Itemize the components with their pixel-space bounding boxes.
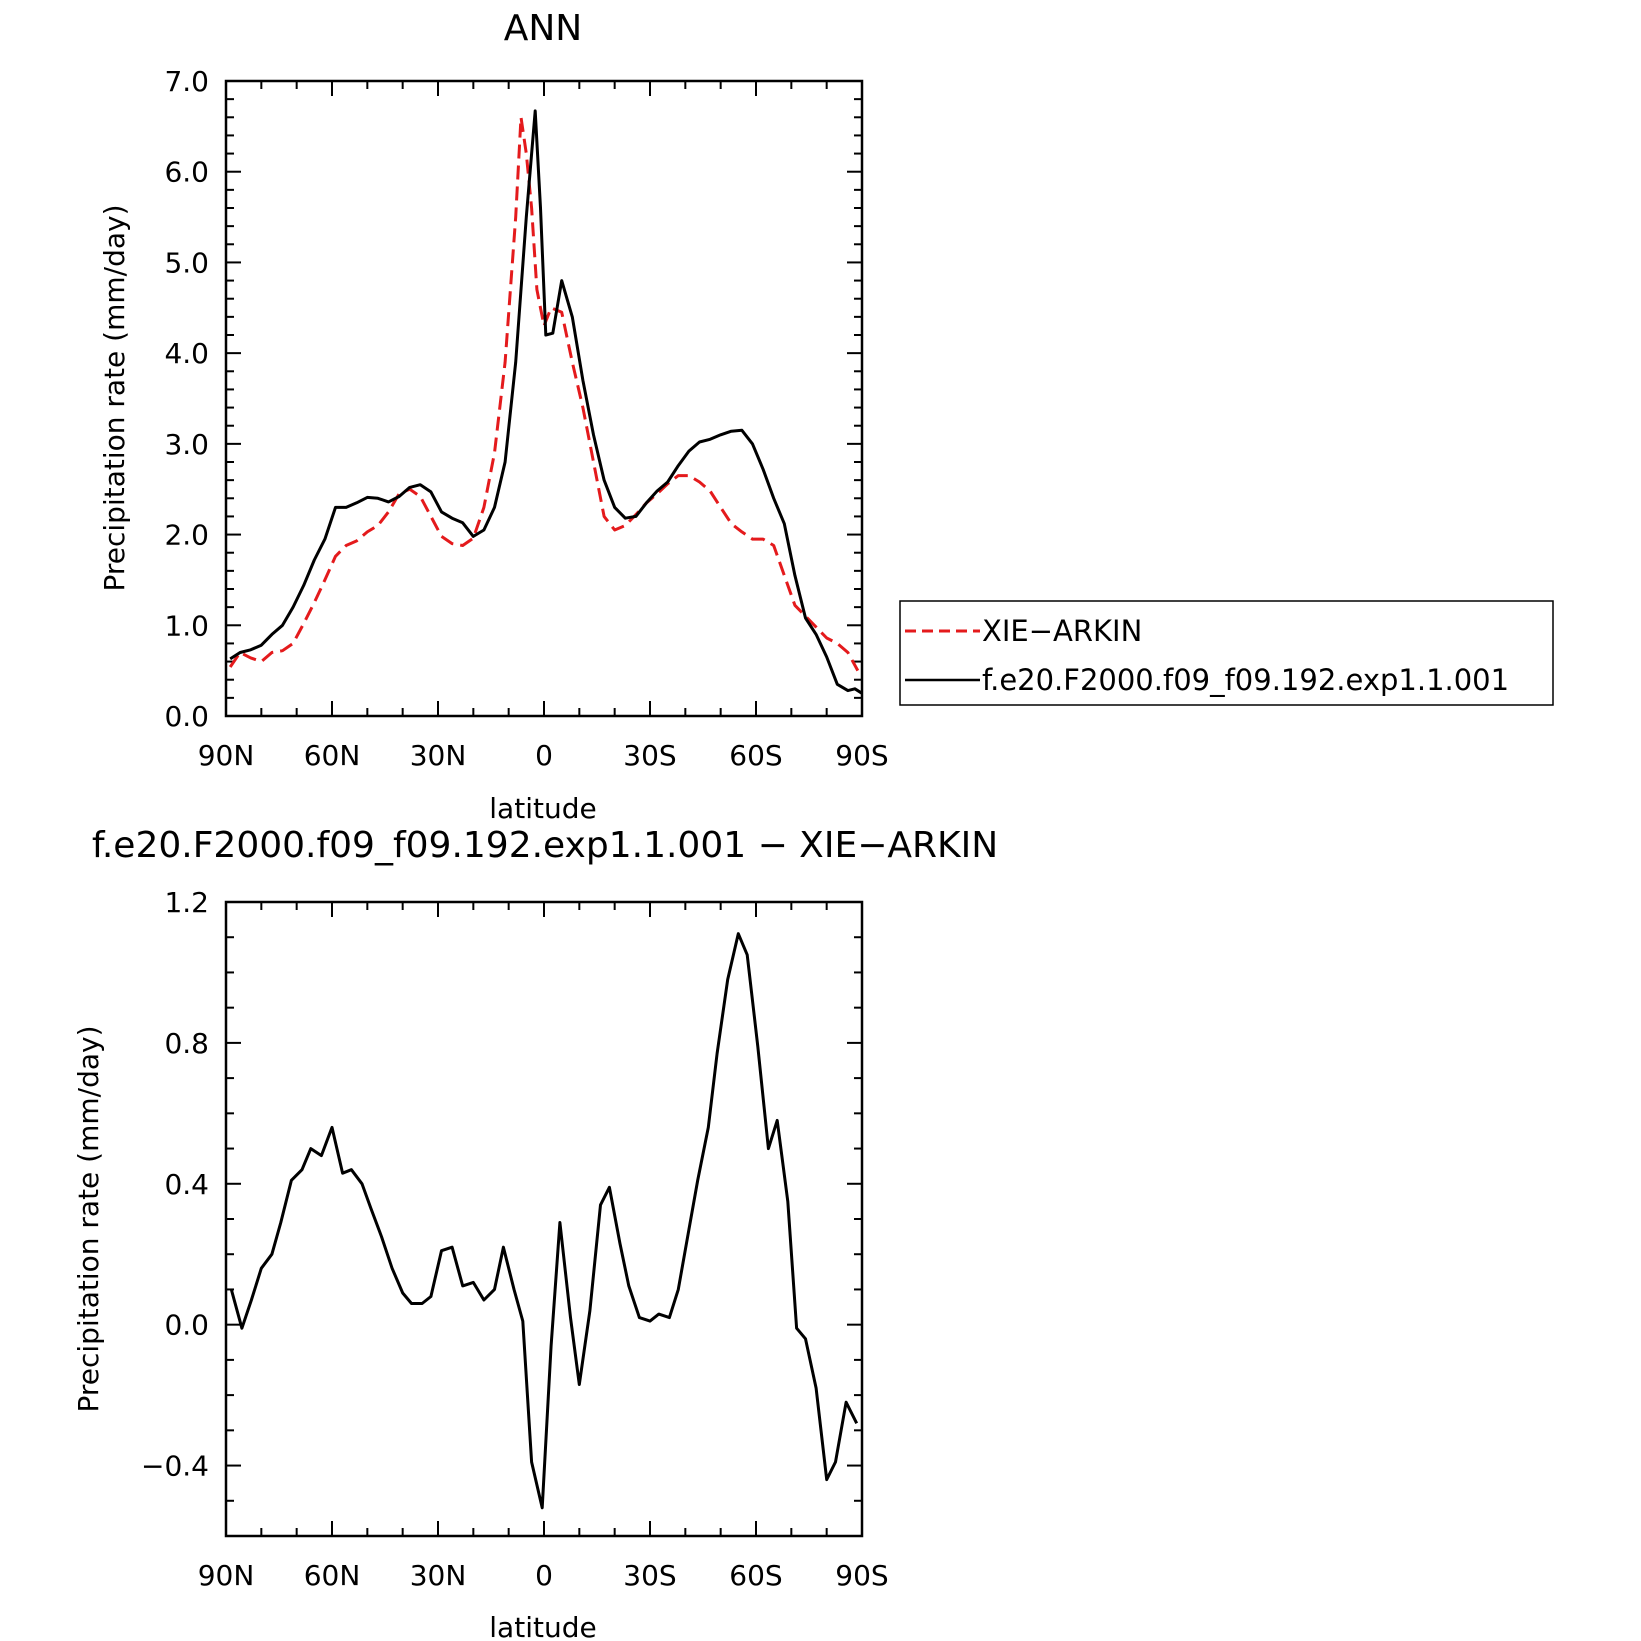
top-y-tick-label-2-0: 2.0 — [164, 519, 209, 552]
top-y-tick-label-4-0: 4.0 — [164, 337, 209, 370]
legend: XIE−ARKIN f.e20.F2000.f09_f09.192.exp1.1… — [899, 600, 1554, 706]
top-y-tick-label-3-0: 3.0 — [164, 428, 209, 461]
bottom-x-tick-label-0: 0 — [535, 1559, 553, 1592]
top-x-tick-label-60s: 60S — [729, 739, 782, 772]
bottom-x-axis-label: latitude — [489, 1611, 596, 1641]
top-y-tick-label-5-0: 5.0 — [164, 246, 209, 279]
top-x-tick-label-30n: 30N — [410, 739, 467, 772]
top-x-tick-label-60n: 60N — [304, 739, 361, 772]
bottom-y-tick-label-0-4: 0.4 — [164, 1168, 209, 1201]
bottom-series-line-difference — [229, 932, 859, 1510]
top-y-tick-label-1-0: 1.0 — [164, 609, 209, 642]
top-x-axis-label: latitude — [489, 792, 596, 825]
bottom-x-tick-label-60s: 60S — [729, 1559, 782, 1592]
bottom-y-tick-label-0-8: 0.8 — [164, 1027, 209, 1060]
top-x-tick-label-90s: 90S — [835, 739, 888, 772]
top-y-tick-label-0-0: 0.0 — [164, 700, 209, 733]
bottom-x-tick-label-30s: 30S — [623, 1559, 676, 1592]
legend-label-model: f.e20.F2000.f09_f09.192.exp1.1.001 — [982, 663, 1509, 697]
bottom-x-tick-label-90s: 90S — [835, 1559, 888, 1592]
top-y-axis-label: Precipitation rate (mm/day) — [98, 204, 131, 591]
bottom-y-axis-label: Precipitation rate (mm/day) — [72, 1025, 105, 1412]
legend-box — [899, 600, 1554, 706]
bottom-x-tick-label-60n: 60N — [304, 1559, 361, 1592]
bottom-y-tick-label--0-4: −0.4 — [141, 1450, 209, 1483]
legend-label-xie-arkin: XIE−ARKIN — [982, 614, 1142, 648]
bottom-x-tick-label-90n: 90N — [198, 1559, 255, 1592]
top-chart-title: ANN — [504, 8, 583, 49]
bottom-panel: f.e20.F2000.f09_f09.192.exp1.1.001 − XIE… — [72, 825, 998, 1641]
top-y-tick-label-7-0: 7.0 — [164, 65, 209, 98]
top-x-tick-label-0: 0 — [535, 739, 553, 772]
top-series-line-xie-arkin — [228, 115, 860, 672]
bottom-chart-title: f.e20.F2000.f09_f09.192.exp1.1.001 − XIE… — [92, 825, 998, 866]
top-y-tick-label-6-0: 6.0 — [164, 156, 209, 189]
top-panel: ANN 90N 60N 30N 0 30S 60S 90S 0.0 1.0 2.0 3.0 4.0 5.… — [98, 8, 889, 825]
top-x-tick-label-30s: 30S — [623, 739, 676, 772]
top-series-line-f-e20-f2000-f09-f09-192-exp1-1-001 — [229, 109, 863, 695]
bottom-y-tick-label-1-2: 1.2 — [164, 886, 209, 919]
top-plot-frame — [224, 79, 864, 718]
top-x-tick-label-90n: 90N — [198, 739, 255, 772]
bottom-y-tick-label-0-0: 0.0 — [164, 1309, 209, 1342]
bottom-x-tick-label-30n: 30N — [410, 1559, 467, 1592]
top-chart-marks: 90N 60N 30N 0 30S 60S 90S 0.0 1.0 2.0 3.0 4.0 5.0 6.0… — [164, 65, 888, 772]
bottom-plot-frame — [224, 900, 864, 1538]
bottom-chart-marks: 90N 60N 30N 0 30S 60S 90S −0.4 0.0 0.4 0.8 1.2 — [141, 886, 889, 1592]
